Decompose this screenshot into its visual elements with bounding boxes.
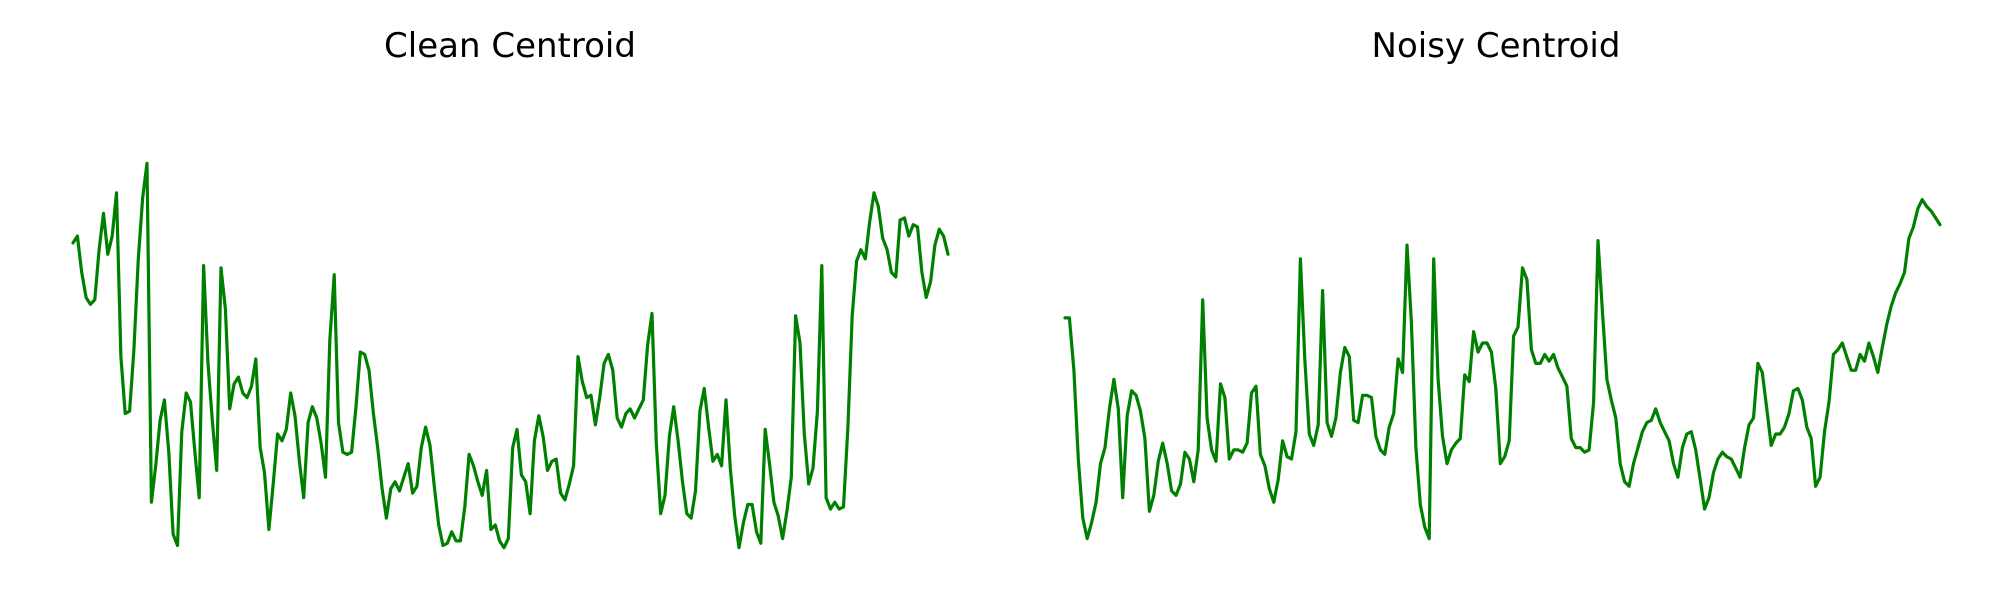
clean-centroid-panel: Clean Centroid [71, 26, 950, 550]
series-line [71, 161, 950, 550]
noisy-centroid-panel: Noisy Centroid [1063, 26, 1942, 541]
series-line [1063, 198, 1942, 541]
clean-centroid-title: Clean Centroid [384, 26, 636, 66]
noisy-centroid-title: Noisy Centroid [1372, 26, 1621, 66]
